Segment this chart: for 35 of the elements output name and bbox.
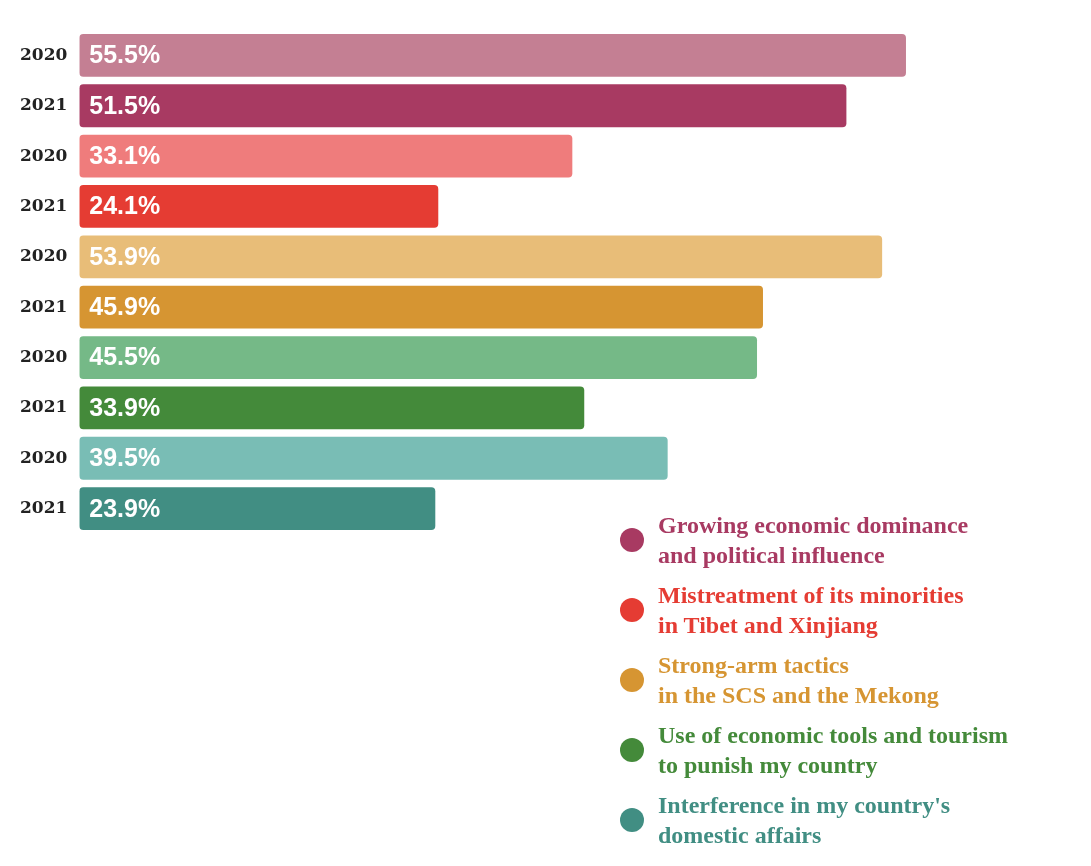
data-label: 45.5% <box>89 342 161 371</box>
y-tick-label: 2021 <box>19 396 68 417</box>
y-tick-label: 2021 <box>19 295 68 316</box>
legend-label: Use of economic tools and tourism to punish my country <box>658 721 1008 780</box>
y-tick-label: 2020 <box>19 245 68 266</box>
y-tick-label: 2021 <box>19 94 68 115</box>
bar <box>79 285 763 329</box>
data-label: 51.5% <box>89 90 161 119</box>
y-tick-label: 2020 <box>19 144 68 165</box>
data-label: 55.5% <box>89 40 161 69</box>
legend-label: Interference in my country's domestic affairs <box>658 791 951 850</box>
legend-label: Growing economic dominance and political influence <box>658 511 969 570</box>
data-label: 39.5% <box>89 443 161 472</box>
data-label: 33.1% <box>89 140 161 169</box>
bar <box>79 336 758 379</box>
y-tick-label: 2020 <box>19 43 68 64</box>
bar <box>79 185 439 228</box>
data-label: 53.9% <box>89 241 161 270</box>
y-tick-label: 2021 <box>19 497 68 518</box>
legend-label: Strong-arm tactics in the SCS and the Mekong <box>658 651 939 710</box>
bar <box>79 134 573 178</box>
y-tick-label: 2020 <box>19 446 68 467</box>
bar <box>79 84 847 128</box>
data-label: 24.1% <box>89 191 161 220</box>
bar <box>79 33 906 77</box>
bar <box>79 436 668 480</box>
data-label: 33.9% <box>89 392 161 421</box>
y-tick-label: 2020 <box>19 345 68 366</box>
data-label: 45.9% <box>89 292 161 321</box>
data-label: 23.9% <box>89 493 161 522</box>
bar <box>79 386 585 430</box>
y-tick-label: 2021 <box>19 194 68 215</box>
bar <box>79 487 436 531</box>
legend-label: Mistreatment of its minorities in Tibet and Xinjiang <box>658 581 964 640</box>
bar <box>79 235 883 279</box>
